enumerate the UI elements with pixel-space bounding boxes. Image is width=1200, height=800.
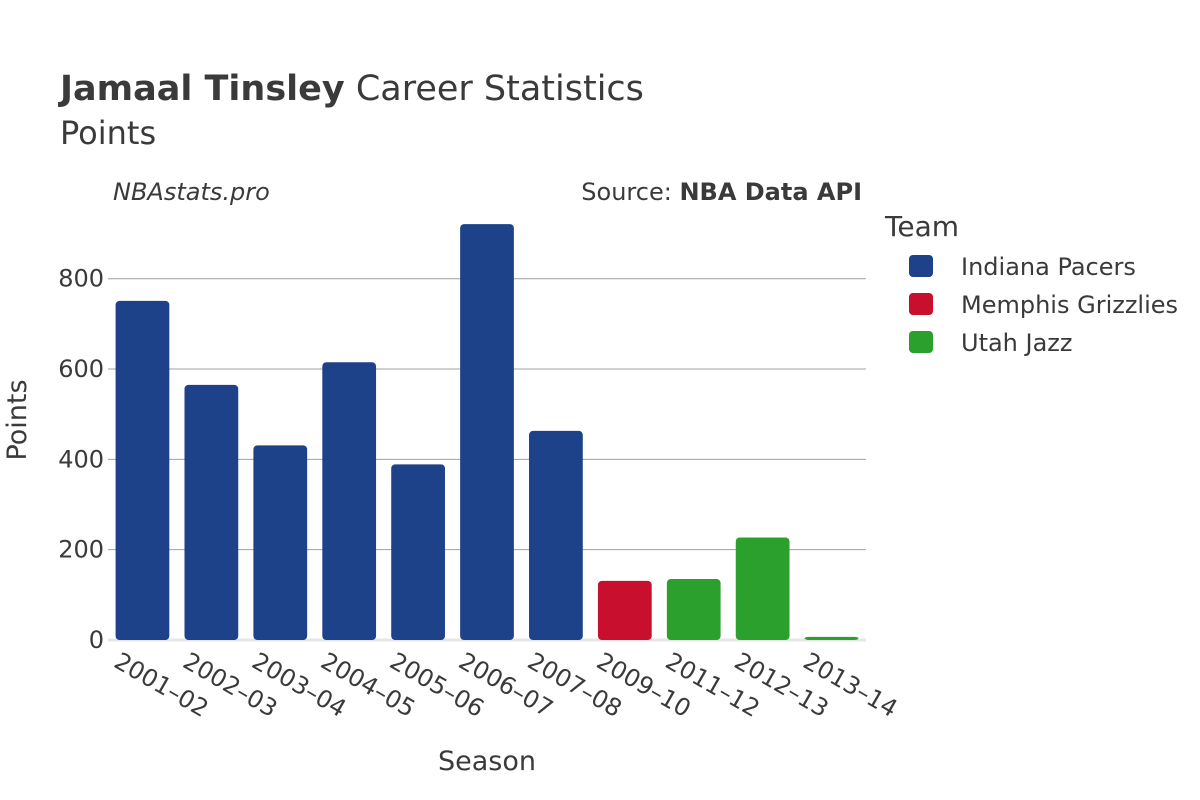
bar-2011–12 <box>666 579 721 640</box>
source-prefix: Source: <box>581 178 679 206</box>
legend-label: Utah Jazz <box>961 329 1073 357</box>
watermark: NBAstats.pro <box>113 178 270 206</box>
bar-2005–06 <box>391 464 445 640</box>
source-name: NBA Data API <box>679 178 862 206</box>
source-credit: Source: NBA Data API <box>581 178 862 206</box>
chart-subtitle: Points <box>60 114 156 152</box>
title-rest: Career Statistics <box>345 69 644 109</box>
legend-label: Indiana Pacers <box>961 253 1136 281</box>
chart-title: Jamaal Tinsley Career Statistics <box>58 69 644 109</box>
bar-2007–08 <box>529 430 583 640</box>
bar-2001–02 <box>115 300 170 640</box>
legend-title: Team <box>884 210 959 243</box>
bar-2013–14 <box>804 636 859 640</box>
bar-2002–03 <box>184 384 239 640</box>
x-axis-title: Season <box>438 746 536 777</box>
bar-2012–13 <box>735 537 790 640</box>
bar-2004–05 <box>322 362 377 640</box>
y-tick-label: 200 <box>58 536 104 564</box>
y-tick-label: 0 <box>89 626 104 654</box>
legend: Indiana Pacers Memphis Grizzlies Utah Jazz <box>909 253 1178 357</box>
legend-label: Memphis Grizzlies <box>961 291 1178 319</box>
legend-swatch <box>909 293 933 315</box>
bar-2003–04 <box>253 445 308 640</box>
y-tick-labels: 0 200 400 600 800 <box>58 265 104 654</box>
legend-swatch <box>909 331 933 353</box>
bars <box>115 224 859 640</box>
y-tick-label: 800 <box>58 265 104 293</box>
x-tick-labels: 2001–022002–032003–042004–052005–062006–… <box>109 647 902 723</box>
y-tick-label: 400 <box>58 445 104 473</box>
bar-2006–07 <box>460 224 514 640</box>
y-axis-title: Points <box>2 379 33 460</box>
bar-2009–10 <box>597 580 652 640</box>
legend-swatch <box>909 255 933 277</box>
y-tick-label: 600 <box>58 355 104 383</box>
title-player-name: Jamaal Tinsley <box>58 69 345 109</box>
